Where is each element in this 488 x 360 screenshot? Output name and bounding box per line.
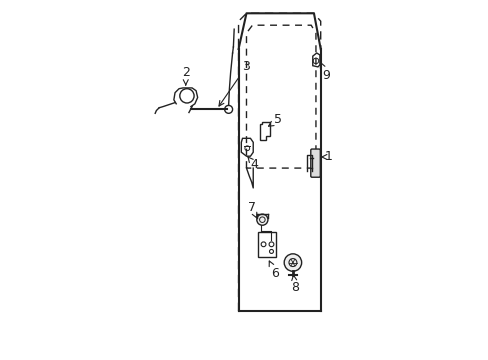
Circle shape: [256, 214, 267, 225]
Text: 5: 5: [268, 113, 282, 126]
Text: 6: 6: [269, 261, 279, 280]
Text: 7: 7: [247, 201, 256, 218]
Text: 8: 8: [291, 275, 299, 294]
Circle shape: [284, 254, 301, 271]
Text: 9: 9: [320, 63, 329, 82]
Text: 2: 2: [182, 66, 189, 85]
FancyBboxPatch shape: [310, 149, 320, 177]
Text: 1: 1: [321, 150, 332, 163]
Text: 4: 4: [247, 157, 258, 171]
Text: 3: 3: [219, 60, 250, 106]
